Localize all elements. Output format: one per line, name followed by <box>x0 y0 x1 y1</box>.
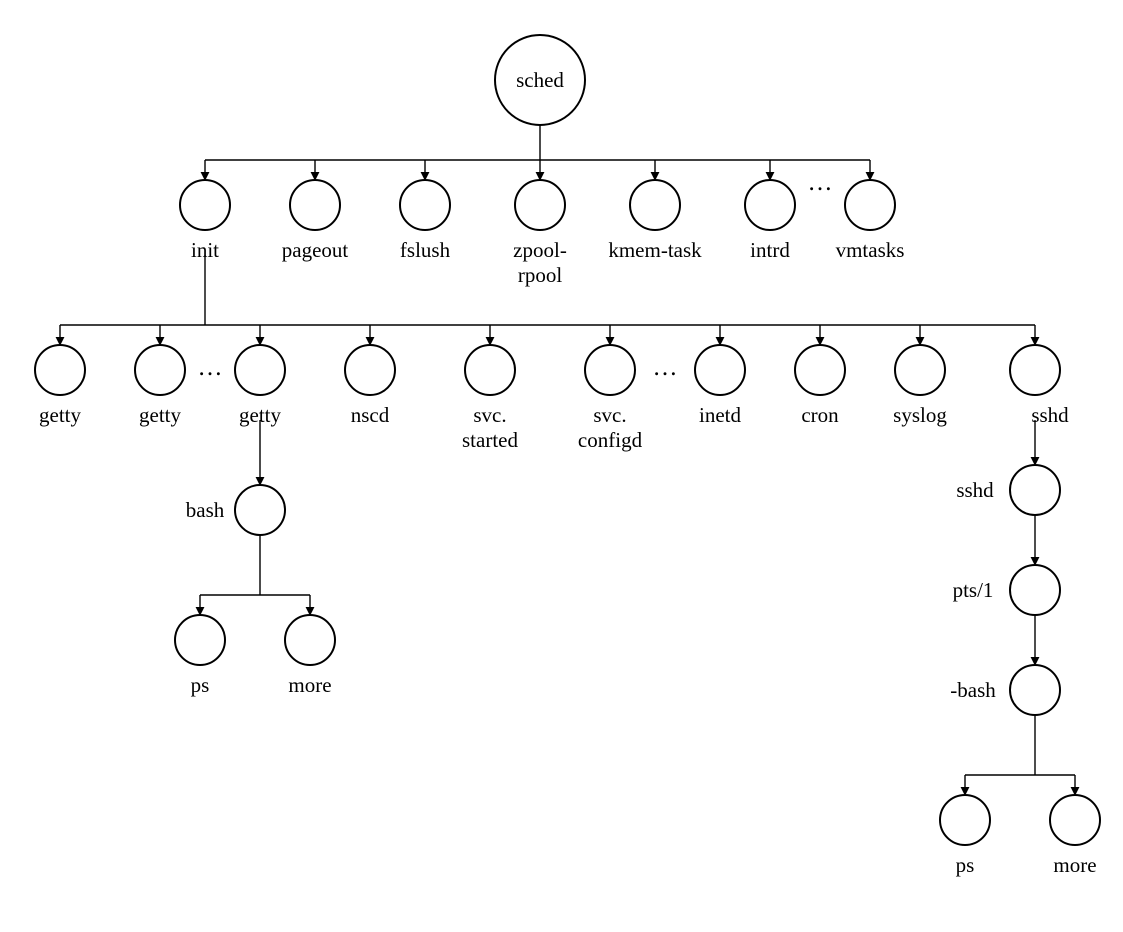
node-bash <box>235 485 285 535</box>
label-svcstarted: svc. <box>473 403 506 427</box>
label-getty2: getty <box>139 403 181 427</box>
ellipsis-1: … <box>198 354 223 381</box>
label-ps2: ps <box>956 853 975 877</box>
node-inetd <box>695 345 745 395</box>
label2-svcstarted: started <box>462 428 518 452</box>
label-zpool: zpool- <box>513 238 567 262</box>
node-getty1 <box>35 345 85 395</box>
label-more2: more <box>1053 853 1096 877</box>
label-nscd: nscd <box>351 403 390 427</box>
node-init <box>180 180 230 230</box>
label-inetd: inetd <box>699 403 741 427</box>
label-nbash: -bash <box>950 678 996 702</box>
node-nscd <box>345 345 395 395</box>
label-ps1: ps <box>191 673 210 697</box>
label-sshd2: sshd <box>956 478 994 502</box>
label-more1: more <box>288 673 331 697</box>
label-cron: cron <box>801 403 839 427</box>
node-getty2 <box>135 345 185 395</box>
node-ps2 <box>940 795 990 845</box>
node-getty3 <box>235 345 285 395</box>
node-svcconfigd <box>585 345 635 395</box>
process-tree-diagram: sched init pageout fslush zpool-rpool kmem-ta… <box>0 0 1123 932</box>
label-sshd: sshd <box>1031 403 1069 427</box>
node-sshd <box>1010 345 1060 395</box>
label-pts1: pts/1 <box>953 578 994 602</box>
label2-zpool: rpool <box>518 263 562 287</box>
node-svcstarted <box>465 345 515 395</box>
node-zpool <box>515 180 565 230</box>
ellipsis-2: … <box>653 354 678 381</box>
label-svcconfigd: svc. <box>593 403 626 427</box>
ellipsis-0: … <box>808 169 833 196</box>
label-sched: sched <box>516 68 564 92</box>
label-pageout: pageout <box>282 238 349 262</box>
label-bash: bash <box>186 498 225 522</box>
label-init: init <box>191 238 219 262</box>
label-getty3: getty <box>239 403 281 427</box>
node-pts1 <box>1010 565 1060 615</box>
label-fslush: fslush <box>400 238 451 262</box>
node-vmtasks <box>845 180 895 230</box>
node-cron <box>795 345 845 395</box>
node-kmem <box>630 180 680 230</box>
node-sshd2 <box>1010 465 1060 515</box>
node-ps1 <box>175 615 225 665</box>
node-nbash <box>1010 665 1060 715</box>
label-intrd: intrd <box>750 238 790 262</box>
label-kmem: kmem-task <box>608 238 702 262</box>
label-vmtasks: vmtasks <box>836 238 905 262</box>
node-intrd <box>745 180 795 230</box>
label-getty1: getty <box>39 403 81 427</box>
node-fslush <box>400 180 450 230</box>
node-pageout <box>290 180 340 230</box>
node-more2 <box>1050 795 1100 845</box>
nodes-layer <box>35 35 1100 845</box>
label2-svcconfigd: configd <box>578 428 643 452</box>
node-syslog <box>895 345 945 395</box>
node-more1 <box>285 615 335 665</box>
label-syslog: syslog <box>893 403 947 427</box>
